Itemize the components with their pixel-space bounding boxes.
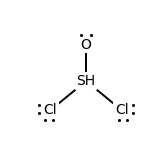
Text: SH: SH — [77, 74, 96, 88]
Text: Cl: Cl — [115, 103, 129, 117]
Text: Cl: Cl — [44, 103, 57, 117]
Text: O: O — [81, 38, 92, 52]
